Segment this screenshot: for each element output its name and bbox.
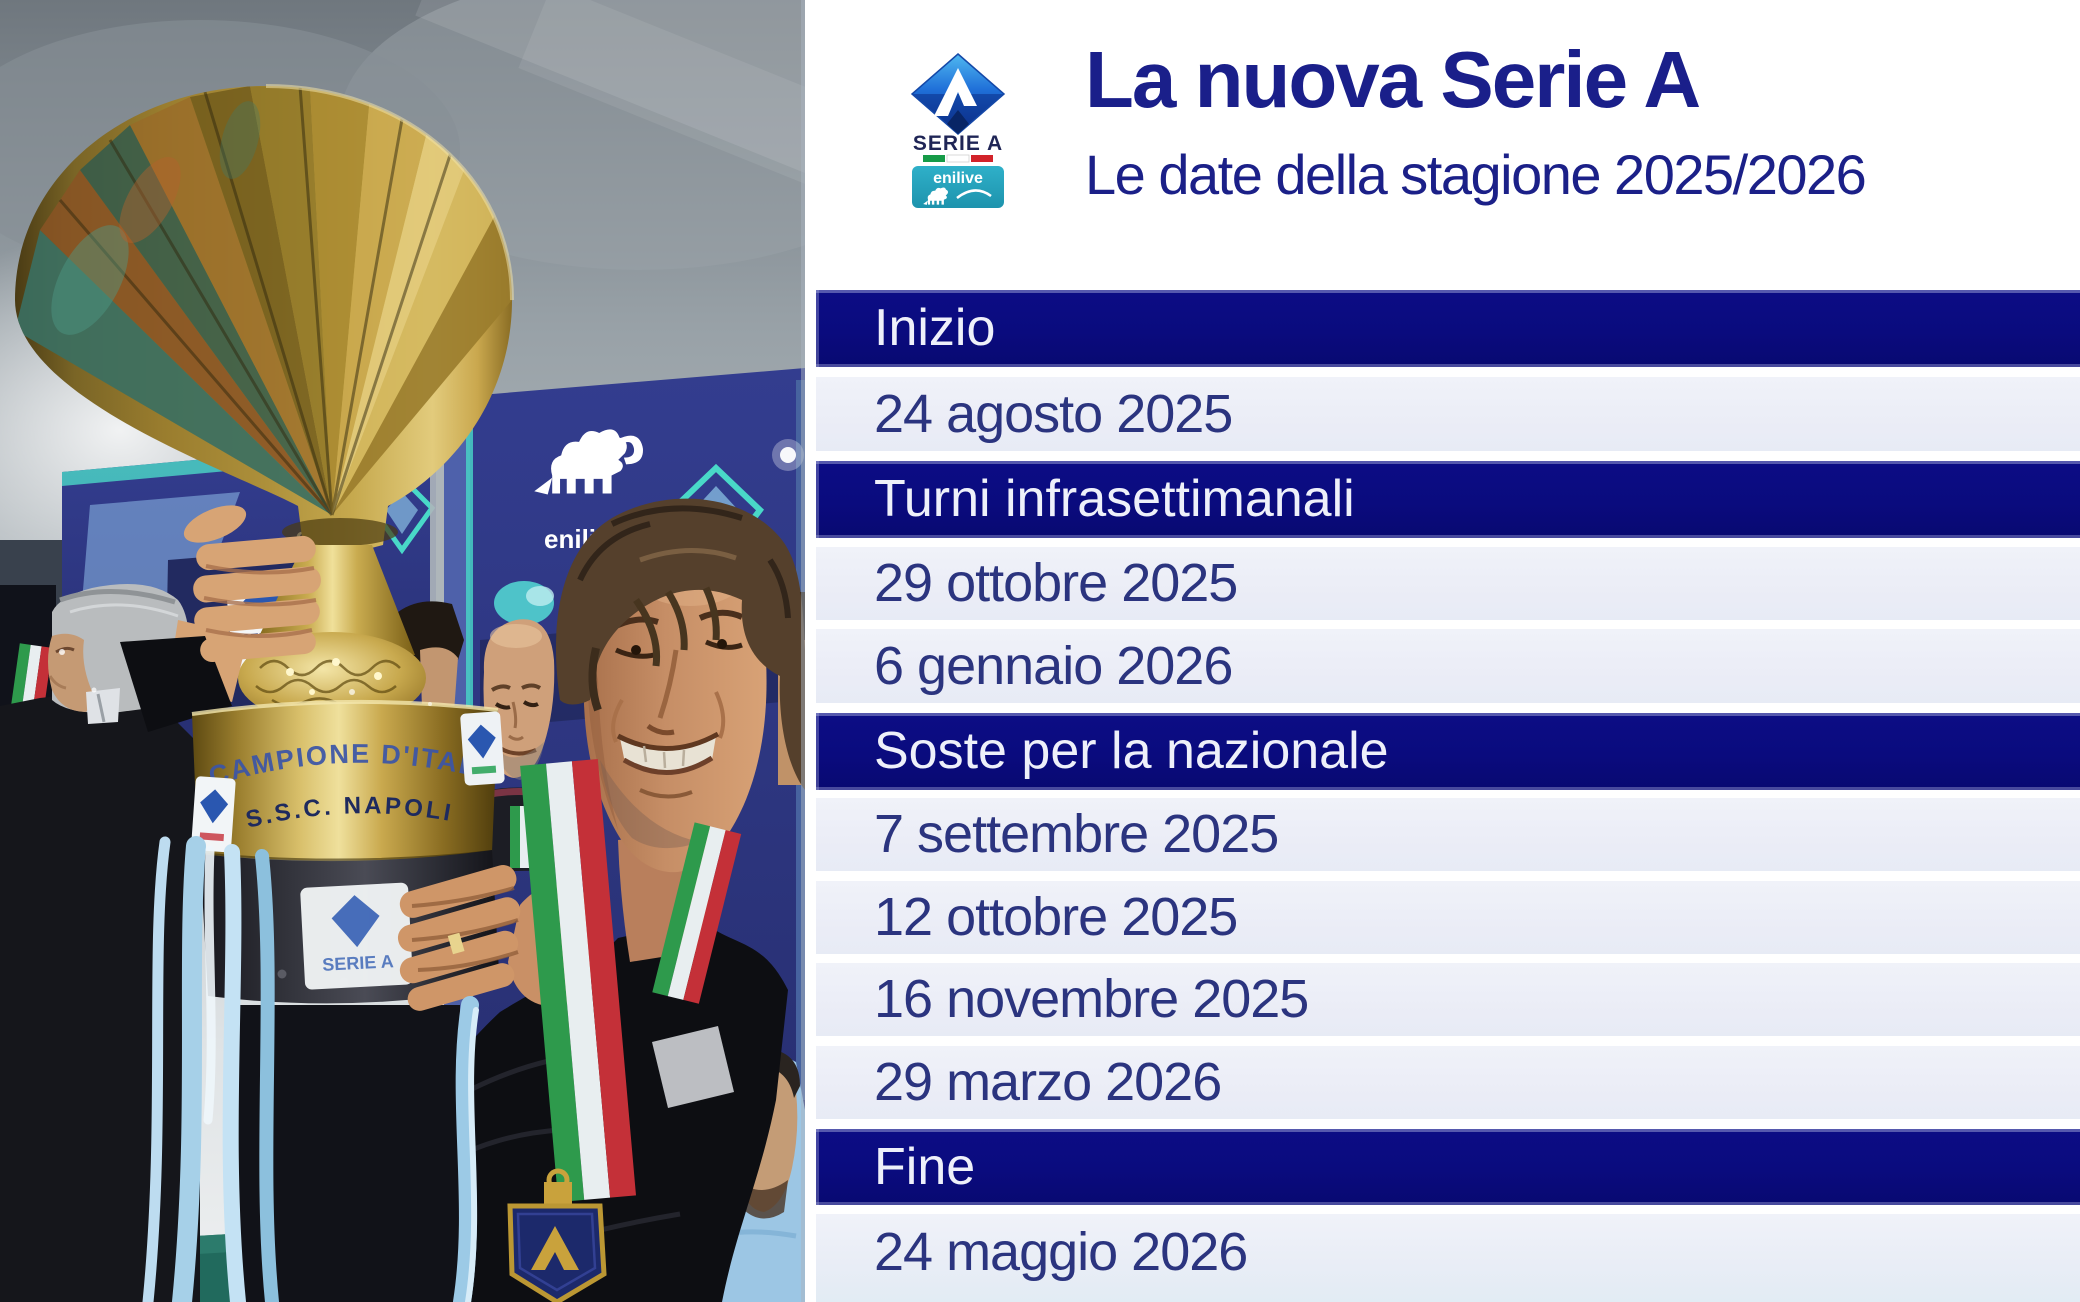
enilive-badge: enilive xyxy=(912,166,1004,208)
date-row: 6 gennaio 2026 xyxy=(816,629,2080,703)
section-header-label: Inizio xyxy=(874,299,996,357)
svg-text:SERIE A: SERIE A xyxy=(322,951,394,975)
date-label: 7 settembre 2025 xyxy=(874,804,1279,864)
celebration-photo: enilive SERIE A enilive xyxy=(0,0,805,1302)
section-header-row: Turni infrasettimanali xyxy=(816,461,2080,538)
funnel-patina-streaks xyxy=(15,86,512,516)
date-row: 29 marzo 2026 xyxy=(816,1046,2080,1119)
light-flares xyxy=(59,439,804,706)
drum-seriea-sticker: SERIE A xyxy=(300,882,413,990)
section-header-label: Turni infrasettimanali xyxy=(874,470,1355,528)
page-subtitle: Le date della stagione 2025/2026 xyxy=(1085,143,1867,206)
date-row: 16 novembre 2025 xyxy=(816,963,2080,1036)
conte-medal xyxy=(507,759,742,1302)
enilive-wordmark: enilive xyxy=(933,170,983,187)
date-row: 24 agosto 2025 xyxy=(816,377,2080,451)
seriea-enilive-logo: SERIE A enilive xyxy=(905,50,1011,210)
eni-dog-icon xyxy=(534,429,643,495)
date-label: 16 novembre 2025 xyxy=(874,969,1309,1029)
section-header-row: Soste per la nazionale xyxy=(816,713,2080,790)
photo-edge xyxy=(801,0,805,1302)
date-label: 6 gennaio 2026 xyxy=(874,636,1233,696)
eni-dog-badge-icon xyxy=(923,187,948,205)
seriea-wordmark: SERIE A xyxy=(913,132,1003,155)
date-row: 7 settembre 2025 xyxy=(816,798,2080,871)
seriea-diamond-icon xyxy=(910,53,1006,135)
italy-flag-stripe xyxy=(923,154,993,163)
date-label: 29 ottobre 2025 xyxy=(874,553,1238,613)
date-label: 24 agosto 2025 xyxy=(874,384,1233,444)
date-label: 24 maggio 2026 xyxy=(874,1222,1248,1282)
date-row: 24 maggio 2026 xyxy=(816,1214,2080,1302)
section-header-label: Soste per la nazionale xyxy=(874,722,1389,780)
date-label: 29 marzo 2026 xyxy=(874,1052,1222,1112)
date-row: 12 ottobre 2025 xyxy=(816,881,2080,954)
serie-a-trophy xyxy=(15,84,514,724)
trophy-ribbons xyxy=(142,836,479,1302)
section-header-row: Inizio xyxy=(816,290,2080,367)
page-title: La nuova Serie A xyxy=(1085,35,1701,124)
date-row: 29 ottobre 2025 xyxy=(816,547,2080,620)
section-header-label: Fine xyxy=(874,1138,976,1196)
date-label: 12 ottobre 2025 xyxy=(874,887,1238,947)
conte-left-hand xyxy=(120,505,321,732)
section-header-row: Fine xyxy=(816,1129,2080,1205)
